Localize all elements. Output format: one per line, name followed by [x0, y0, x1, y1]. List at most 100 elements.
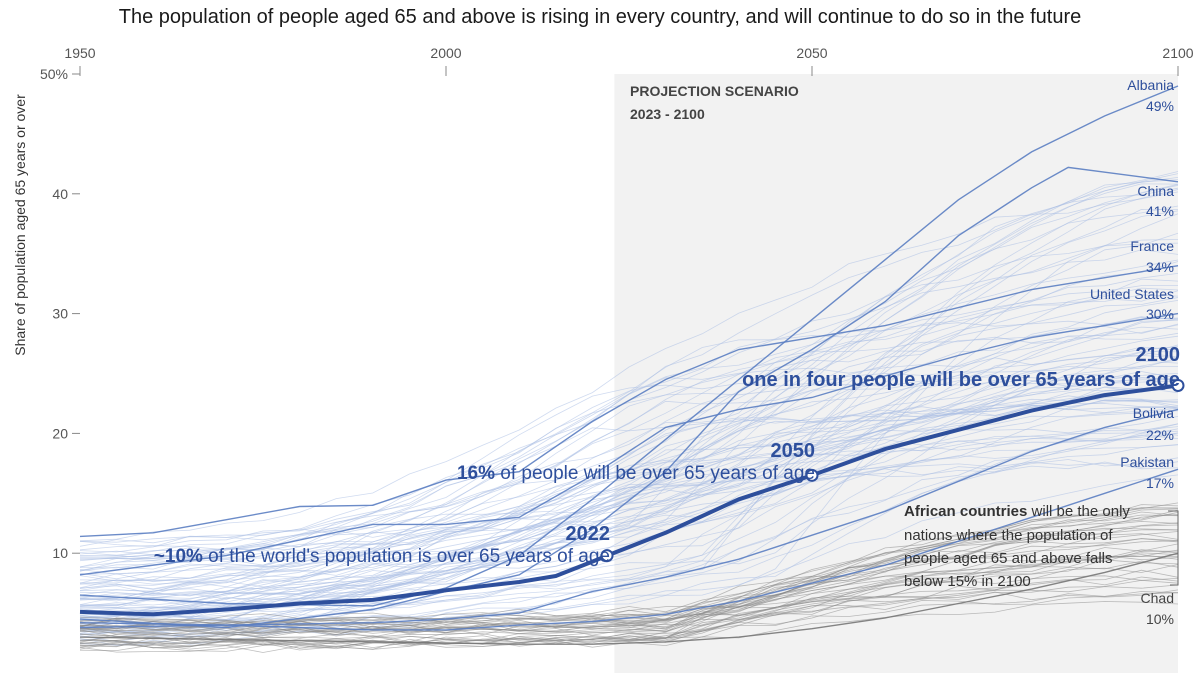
background-country-line [79, 366, 1179, 572]
background-country-line [79, 591, 1179, 652]
background-country-line [79, 324, 1179, 599]
axes: 1950 2000 2050 2100 10 20 30 40 50% [40, 45, 1194, 561]
background-country-line [79, 376, 1179, 600]
background-country-line [79, 290, 1179, 590]
background-country-line [79, 316, 1179, 560]
highlighted-country-lines [79, 85, 1179, 645]
world-line [79, 383, 1179, 617]
background-country-line [79, 351, 1179, 543]
country-label-united-states: United States [1090, 286, 1174, 302]
background-country-line [79, 432, 1179, 601]
background-country-line [79, 189, 1179, 613]
background-country-line [79, 416, 1179, 638]
annotation-2100-text: one in four people will be over 65 years… [742, 369, 1180, 391]
annotation-2100-year: 2100 [1136, 344, 1181, 366]
annotation-2022-prefix: ~10% [154, 546, 203, 567]
background-country-line [79, 538, 1179, 624]
annotation-2050-year: 2050 [771, 440, 816, 462]
y-tick-label: 30 [52, 306, 68, 322]
x-tick-label: 2000 [430, 45, 461, 61]
country-labels: Albania 49% China 41% France 34% United States… [1090, 77, 1174, 627]
country-line-pakistan [79, 468, 1179, 631]
country-value-bolivia: 22% [1146, 427, 1174, 443]
x-tick-label: 1950 [64, 45, 95, 61]
country-line-bolivia [79, 408, 1179, 629]
background-country-line [79, 514, 1179, 631]
background-country-line [79, 569, 1179, 653]
country-label-china: China [1137, 183, 1174, 199]
background-country-line [79, 205, 1179, 602]
background-country-line [79, 259, 1179, 602]
annotation-2050-text: 16% of people will be over 65 years of a… [457, 463, 815, 484]
background-country-line [79, 575, 1179, 646]
country-value-albania: 49% [1146, 98, 1174, 114]
x-tick-label: 2050 [796, 45, 827, 61]
africa-annotation-line1: African countries will be the only [904, 503, 1130, 520]
background-country-line [79, 183, 1179, 551]
country-line-france [79, 265, 1179, 538]
annotation-2050-body: of people will be over 65 years of age [495, 463, 815, 484]
africa-annotation-line3: people aged 65 and above falls [904, 550, 1113, 567]
background-country-line [79, 317, 1179, 614]
y-tick-label: 10 [52, 545, 68, 561]
annotation-2050-prefix: 16% [457, 463, 495, 484]
background-country-line [79, 278, 1179, 609]
background-country-line [79, 531, 1179, 636]
chart-title: The population of people aged 65 and abo… [118, 6, 1082, 28]
background-country-line [79, 323, 1179, 556]
background-country-line [79, 399, 1178, 561]
y-tick-label: 20 [52, 425, 68, 441]
y-tick-label: 50% [40, 66, 68, 82]
africa-annotation-line4: below 15% in 2100 [904, 573, 1031, 590]
country-label-france: France [1130, 238, 1174, 254]
annotation-2022-text: ~10% of the world's population is over 6… [154, 546, 610, 567]
highlight-point-2100 [1171, 378, 1185, 392]
country-line-china [79, 166, 1179, 629]
background-country-line [79, 319, 1179, 613]
y-axis-label: Share of population aged 65 years or ove… [12, 94, 28, 356]
background-country-line [79, 524, 1179, 634]
highlight-points [600, 378, 1185, 563]
background-country-line [79, 579, 1179, 641]
background-country-line [79, 360, 1179, 598]
background-country-line [79, 540, 1179, 640]
country-line-united-states [79, 312, 1179, 576]
country-line-albania [79, 85, 1179, 607]
country-line-chad [79, 552, 1179, 645]
africa-bracket [1168, 510, 1179, 586]
background-country-line [79, 507, 1179, 634]
background-country-line [79, 371, 1179, 572]
projection-label: PROJECTION SCENARIO [630, 83, 799, 99]
background-country-line [79, 300, 1179, 621]
background-country-line [79, 560, 1179, 649]
africa-annotation-line1-rest: will be the only [1027, 503, 1130, 520]
country-label-albania: Albania [1127, 77, 1174, 93]
country-value-china: 41% [1146, 203, 1174, 219]
background-country-line [79, 552, 1179, 653]
background-country-line [79, 357, 1179, 585]
background-country-line [79, 326, 1179, 590]
background-country-line [79, 383, 1179, 584]
africa-annotation-bold: African countries [904, 503, 1027, 520]
country-value-chad: 10% [1146, 611, 1174, 627]
background-country-line [79, 430, 1179, 641]
background-country-line [79, 592, 1179, 627]
background-country-line [79, 429, 1179, 593]
background-country-line [79, 444, 1179, 610]
background-country-line [79, 346, 1179, 642]
country-label-pakistan: Pakistan [1120, 454, 1174, 470]
background-country-line [79, 171, 1179, 548]
country-value-united-states: 30% [1146, 306, 1174, 322]
country-label-bolivia: Bolivia [1133, 405, 1174, 421]
highlight-point-2022 [600, 549, 614, 563]
annotation-2022-body: of the world's population is over 65 yea… [203, 546, 610, 567]
background-country-line [79, 386, 1179, 634]
africa-annotation-line2: nations where the population of [904, 527, 1113, 544]
highlight-point-2050 [805, 468, 819, 482]
x-tick-label: 2100 [1162, 45, 1193, 61]
background-country-line [79, 406, 1179, 553]
country-value-france: 34% [1146, 259, 1174, 275]
background-country-line [79, 239, 1179, 599]
country-label-chad: Chad [1141, 590, 1174, 606]
